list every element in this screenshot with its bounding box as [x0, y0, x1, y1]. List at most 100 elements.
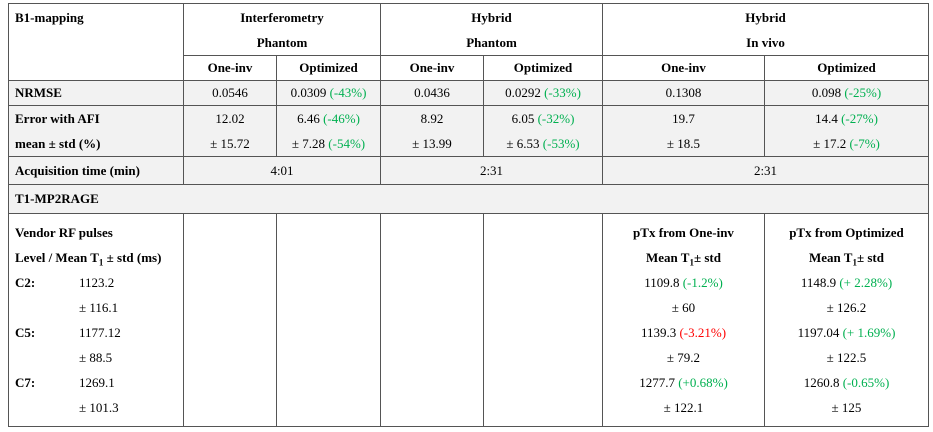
- mean-line: 6.46 (-46%): [283, 107, 374, 132]
- std-line: ± 13.99: [387, 131, 477, 156]
- value: ± 13.99: [412, 136, 452, 151]
- change: (-53%): [542, 136, 580, 151]
- value: 1109.8: [644, 275, 680, 290]
- mean-line: 8.92: [387, 107, 477, 132]
- value: 1177.12: [79, 325, 121, 340]
- value: 1269.1: [79, 375, 115, 390]
- subheader: Optimized: [276, 55, 381, 81]
- empty-cell: [483, 213, 603, 427]
- std-line: ± 79.2: [666, 350, 701, 365]
- value: 1139.3: [640, 325, 677, 340]
- change: (-25%): [844, 85, 882, 100]
- group-header: Hybrid Phantom: [380, 3, 603, 56]
- ptx-header: pTx from One-inv: [633, 225, 734, 240]
- value: 0.0309: [290, 85, 327, 100]
- std-line: ± 125: [831, 400, 862, 415]
- change: (-27%): [841, 111, 878, 126]
- value: 8.92: [420, 111, 444, 126]
- mean-line: 14.4 (-27%): [771, 107, 922, 132]
- mean-line: 1277.7 (+0.68%): [609, 370, 758, 395]
- cell: 0.0309 (-43%): [276, 80, 381, 106]
- level-name: C5:: [15, 325, 36, 340]
- value: ± 17.2: [813, 136, 847, 151]
- change: (+ 2.28%): [839, 275, 893, 290]
- empty-cell: [380, 213, 484, 427]
- row-label: Acquisition time (min): [8, 156, 184, 185]
- header-title: B1-mapping: [8, 3, 184, 81]
- value: 1277.7: [639, 375, 675, 390]
- row-label: NRMSE: [8, 80, 184, 106]
- value: ± 15.72: [210, 136, 250, 151]
- cell: 0.098 (-25%): [764, 80, 929, 106]
- value: 14.4: [815, 111, 838, 126]
- value: 1148.9: [800, 275, 837, 290]
- value: ± 18.5: [666, 136, 701, 151]
- row: T1-MP2RAGE: [8, 184, 929, 214]
- level-line: C2: 1123.2: [15, 270, 177, 295]
- mean-line: 1148.9 (+ 2.28%): [771, 270, 922, 295]
- row: B1-mapping Interferometry Phantom Hybrid Pha…: [8, 3, 929, 81]
- text: Level / Mean T: [15, 250, 99, 265]
- std-line: ± 122.5: [826, 350, 867, 365]
- label-line: Level / Mean T1 ± std (ms): [15, 245, 177, 270]
- text: Mean T: [809, 250, 853, 265]
- value: 6.46: [297, 111, 320, 126]
- label-line: Error with AFI: [15, 111, 100, 126]
- vendor-column: Vendor RF pulses Level / Mean T1 ± std (m…: [8, 213, 184, 427]
- value: ± 116.1: [79, 300, 119, 315]
- std-line: ± 101.3: [15, 395, 177, 420]
- std-line: ± 116.1: [15, 295, 177, 320]
- row: NRMSE 0.0546 0.0309 (-43%) 0.0436 0.0292 (-3…: [8, 80, 929, 106]
- subscript: 1: [852, 257, 857, 268]
- value: 12.02: [215, 111, 245, 126]
- value: 1197.04: [797, 325, 840, 340]
- change: (-46%): [323, 111, 360, 126]
- value: 1123.2: [79, 275, 115, 290]
- subheader: Optimized: [764, 55, 929, 81]
- text: ± std: [693, 250, 721, 265]
- change: (-33%): [544, 85, 581, 100]
- cell: 6.46 (-46%) ± 7.28 (-54%): [276, 105, 381, 157]
- level-line: C5: 1177.12: [15, 320, 177, 345]
- value: 0.0546: [212, 85, 248, 100]
- change: (-43%): [329, 85, 367, 100]
- value: 0.1308: [665, 85, 702, 100]
- ptx-column: pTx from One-inv Mean T1± std 1109.8 (-1.2…: [602, 213, 765, 427]
- std-line: ± 60: [671, 300, 696, 315]
- row-label: Error with AFI mean ± std (%): [8, 105, 184, 157]
- value: 0.0292: [505, 85, 541, 100]
- cell: 2:31: [602, 156, 929, 185]
- mean-line: 1197.04 (+ 1.69%): [771, 320, 922, 345]
- mean-line: 19.7: [609, 107, 758, 132]
- value: 0.098: [811, 85, 842, 100]
- section-title: T1-MP2RAGE: [8, 184, 929, 214]
- std-line: ± 18.5: [609, 131, 758, 156]
- subheader: One-inv: [602, 55, 765, 81]
- subscript: 1: [98, 257, 104, 268]
- change: (-1.2%): [682, 275, 723, 290]
- subheader: One-inv: [183, 55, 277, 81]
- std-line: ± 15.72: [190, 131, 270, 156]
- ptx-column: pTx from Optimized Mean T1± std 1148.9 (+ …: [764, 213, 929, 427]
- change: (-54%): [328, 136, 366, 151]
- cell: 0.0292 (-33%): [483, 80, 603, 106]
- group-header: Hybrid In vivo: [602, 3, 929, 56]
- cell: 0.0546: [183, 80, 277, 106]
- ptx-header: pTx from Optimized: [789, 225, 904, 240]
- std-line: ± 17.2 (-7%): [771, 131, 922, 156]
- value: ± 88.5: [79, 350, 113, 365]
- subscript: 1: [689, 257, 694, 268]
- value: ± 101.3: [79, 400, 119, 415]
- std-line: ± 88.5: [15, 345, 177, 370]
- cell: 0.0436: [380, 80, 484, 106]
- text: ± std (ms): [103, 250, 162, 265]
- change: (-7%): [849, 136, 880, 151]
- level-line: C7: 1269.1: [15, 370, 177, 395]
- label-line: mean ± std (%): [15, 136, 101, 151]
- mean-line: 1260.8 (-0.65%): [771, 370, 922, 395]
- cell: 14.4 (-27%) ± 17.2 (-7%): [764, 105, 929, 157]
- std-line: ± 122.1: [663, 400, 704, 415]
- row: Vendor RF pulses Level / Mean T1 ± std (m…: [8, 213, 929, 427]
- cell: 4:01: [183, 156, 381, 185]
- mean-line: 6.05 (-32%): [490, 107, 596, 132]
